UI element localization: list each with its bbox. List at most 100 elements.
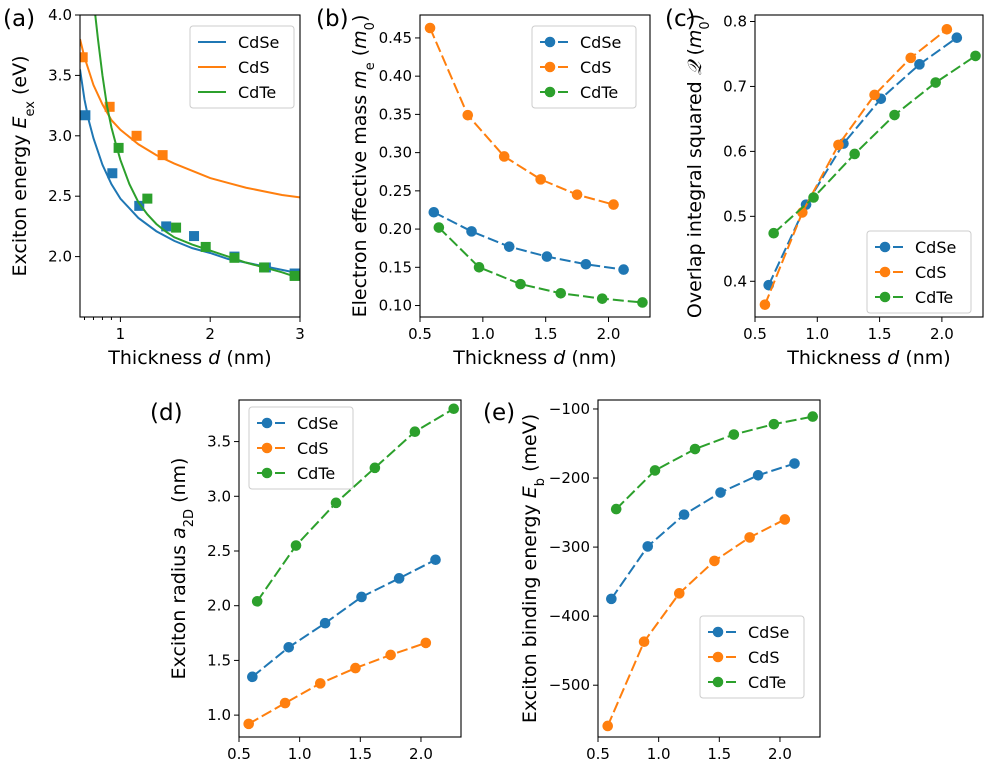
data-point [104, 101, 115, 112]
label-text: (nm) [220, 347, 271, 369]
label-subscript: e [363, 62, 378, 70]
panel-d: (d)0.51.01.52.01.01.52.02.53.03.5Thickne… [150, 399, 462, 763]
series-cdse [428, 206, 629, 275]
legend-entry-cdte: CdTe [708, 673, 786, 692]
x-tick-label: 2.0 [930, 325, 954, 343]
y-tick-label: 0.4 [723, 272, 747, 290]
legend-entry-cds: CdS [198, 58, 269, 77]
data-point [580, 258, 592, 270]
panel-b: (b) 0.5 1.0 1.5 2.0 0.10 0.15 0.20 0.25 0.30 0.35 0… [316, 6, 651, 369]
y-tick-label: 4.0 [48, 6, 72, 24]
legend-entry-cdse: CdSe [198, 33, 279, 52]
data-point [768, 418, 780, 430]
y-axis-label: Exciton radius a2D (nm) [168, 458, 197, 680]
data-point [638, 636, 650, 648]
data-point [555, 287, 567, 299]
legend-entry-cds: CdS [708, 648, 779, 667]
y-tick-label: 0.45 [379, 29, 412, 47]
label-text: Thickness [452, 347, 553, 369]
legend-marker [879, 266, 891, 278]
legend-marker [544, 36, 556, 48]
data-point [807, 411, 819, 422]
data-point [189, 231, 200, 242]
data-point [433, 222, 445, 233]
label-text: Electron effective mass [349, 89, 371, 318]
y-tick-label: 3.5 [207, 433, 231, 451]
data-point [515, 278, 526, 290]
data-point [330, 497, 342, 509]
data-point [171, 222, 182, 233]
panel-a: (a) 1 2 3 2.0 2.5 3.0 3.5 4.0 Thickness d (nm) Exc… [3, 6, 305, 369]
data-point [409, 426, 421, 438]
x-axis-label: Thickness d (nm) [107, 347, 271, 369]
y-tick-label: 0.25 [379, 182, 412, 200]
legend-marker [261, 442, 273, 454]
label-subscript: 2D [182, 509, 197, 527]
label-variable: d [887, 347, 900, 369]
legend-box [189, 25, 295, 109]
series-cds [602, 514, 791, 732]
label-unit-variable: m [349, 30, 371, 49]
series-line [94, 15, 300, 280]
data-point [849, 148, 860, 160]
data-point [466, 226, 477, 237]
data-point [420, 637, 432, 649]
y-tick-label: −200 [549, 469, 590, 487]
legend: CdSe CdS CdTe [248, 406, 354, 490]
label-variable: m [349, 70, 371, 89]
data-point [350, 662, 361, 674]
legend-entry-cdte: CdTe [198, 83, 276, 102]
data-point [715, 487, 726, 498]
series-cdte [433, 222, 648, 308]
data-point [951, 32, 963, 44]
data-point [200, 241, 211, 252]
series-line [251, 558, 436, 678]
legend-marker [544, 61, 556, 73]
label-unit-subscript: 0 [363, 22, 378, 30]
data-point [833, 139, 844, 151]
label-text: ) [349, 15, 371, 22]
data-point [80, 110, 91, 121]
data-point [356, 591, 367, 603]
data-point [131, 130, 142, 141]
y-tick-label: 0.35 [379, 105, 412, 123]
legend-marker [879, 241, 891, 253]
label-variable: E [519, 486, 541, 498]
y-axis-label: Exciton energy Eex (eV) [9, 55, 38, 276]
data-point [430, 554, 441, 566]
data-point [229, 252, 240, 263]
plot-area [424, 22, 648, 308]
label-text: Exciton binding energy [519, 498, 541, 723]
data-point [161, 221, 172, 232]
data-point [503, 241, 515, 252]
panel-label: (e) [483, 400, 515, 426]
data-point [498, 151, 510, 162]
legend-entry-cdse: CdSe [875, 238, 956, 257]
legend-entry-cds: CdS [540, 58, 611, 77]
legend-entry-cdte: CdTe [257, 464, 335, 483]
x-tick-label: 2.0 [768, 745, 792, 763]
data-point [649, 465, 661, 476]
data-point [905, 52, 917, 64]
data-point [642, 541, 654, 552]
label-variable: 𝒬 [684, 58, 706, 75]
legend-label: CdSe [580, 33, 621, 52]
legend-entry-cds: CdS [257, 439, 328, 458]
legend-entry-cdse: CdSe [540, 33, 621, 52]
data-point [251, 596, 263, 607]
x-tick-label: 2.0 [597, 325, 621, 343]
legend-entry-cdte: CdTe [540, 83, 618, 102]
legend-marker [712, 676, 724, 688]
y-tick-label: 0.6 [723, 142, 747, 160]
data-point [678, 509, 690, 520]
data-point [107, 168, 118, 179]
panel-c: (c) 0.5 1.0 1.5 2.0 0.4 0.5 0.6 0.7 0.8 Thickness … [665, 6, 984, 369]
data-point [779, 514, 791, 525]
axes-frame [238, 399, 462, 738]
series-cdse [606, 458, 800, 605]
y-tick-label: 0.5 [723, 207, 747, 225]
legend-box [531, 25, 637, 109]
y-tick-label: 1.5 [207, 651, 231, 669]
data-point [744, 532, 755, 543]
label-text: Exciton energy [9, 129, 31, 277]
